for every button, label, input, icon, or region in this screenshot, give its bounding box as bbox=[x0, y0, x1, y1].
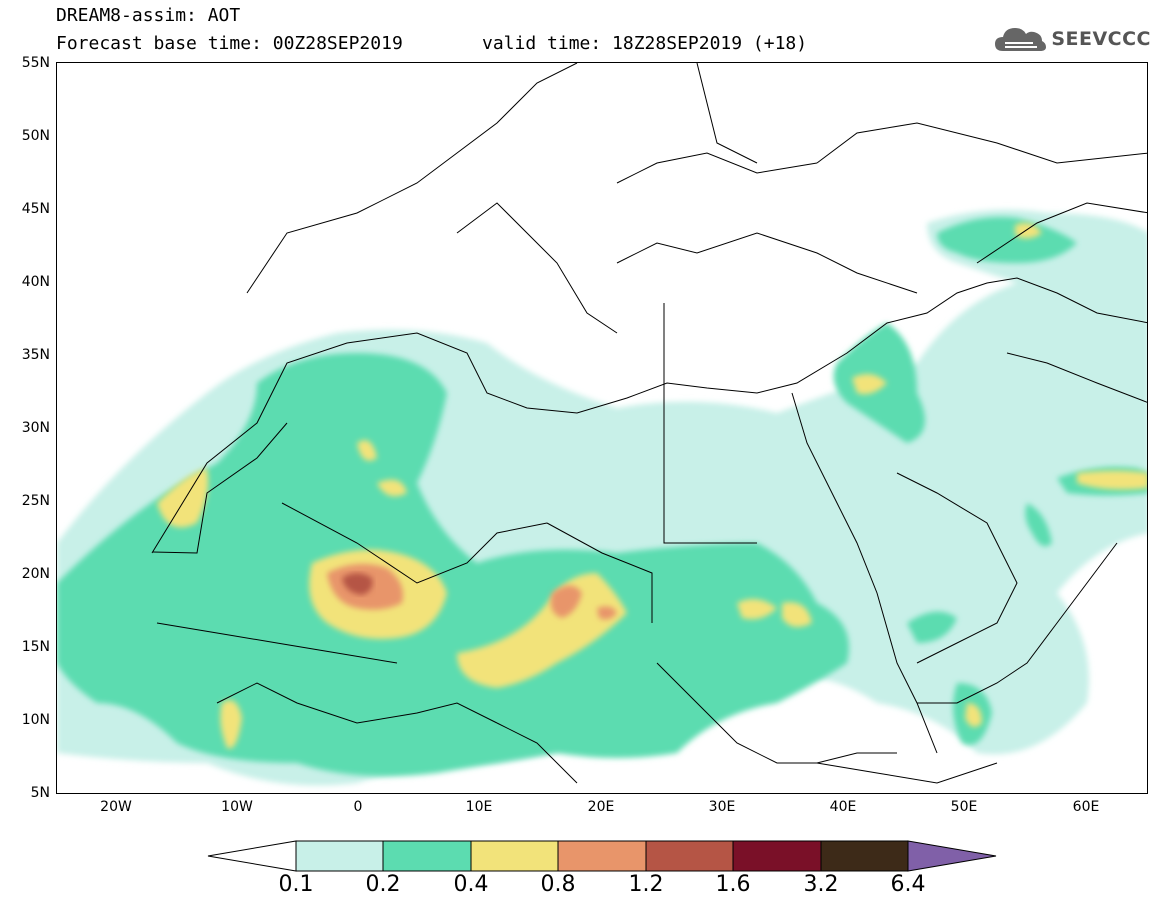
aot-map bbox=[56, 62, 1148, 794]
lon-label-30e: 30E bbox=[708, 799, 736, 815]
colorbar-label-1.6: 1.6 bbox=[715, 872, 751, 897]
cloud-icon bbox=[995, 28, 1047, 51]
map-canvas bbox=[57, 63, 1147, 793]
lat-label-5n: 5N bbox=[30, 785, 50, 801]
colorbar-label-0.8: 0.8 bbox=[540, 872, 576, 897]
colorbar-label-0.1: 0.1 bbox=[278, 872, 314, 897]
colorbar-segment-1.6 bbox=[732, 840, 822, 872]
colorbar-label-6.4: 6.4 bbox=[890, 872, 926, 897]
lat-label-10n: 10N bbox=[21, 712, 50, 728]
colorbar-label-3.2: 3.2 bbox=[803, 872, 839, 897]
colorbar-segment-3.2 bbox=[820, 840, 909, 872]
lat-label-15n: 15N bbox=[21, 639, 50, 655]
lon-label-20e: 20E bbox=[587, 799, 615, 815]
aot-band-0.8 bbox=[327, 564, 617, 620]
colorbar-label-0.4: 0.4 bbox=[453, 872, 489, 897]
valid-time: valid time: 18Z28SEP2019 (+18) bbox=[482, 33, 808, 54]
borders bbox=[151, 63, 1147, 784]
colorbar-segment-0.1 bbox=[295, 840, 384, 872]
colorbar-segment-0.8 bbox=[557, 840, 647, 872]
colorbar-label-0.2: 0.2 bbox=[365, 872, 401, 897]
lat-label-50n: 50N bbox=[21, 128, 50, 144]
lon-label-40e: 40E bbox=[829, 799, 857, 815]
lat-label-25n: 25N bbox=[21, 493, 50, 509]
seevccc-logo: SEEVCCC bbox=[993, 22, 1151, 56]
colorbar-segment-1.2 bbox=[645, 840, 734, 872]
forecast-base-time: Forecast base time: 00Z28SEP2019 bbox=[56, 33, 403, 54]
colorbar-segment-0.2 bbox=[382, 840, 472, 872]
lat-label-20n: 20N bbox=[21, 566, 50, 582]
lat-label-55n: 55N bbox=[21, 55, 50, 71]
logo-text: SEEVCCC bbox=[1051, 28, 1151, 50]
map-title: DREAM8-assim: AOT bbox=[56, 5, 241, 26]
lat-label-35n: 35N bbox=[21, 347, 50, 363]
colorbar bbox=[207, 840, 997, 872]
colorbar-label-1.2: 1.2 bbox=[628, 872, 664, 897]
lat-label-30n: 30N bbox=[21, 420, 50, 436]
colorbar-low-extend bbox=[207, 840, 297, 872]
lon-label-20w: 20W bbox=[100, 799, 132, 815]
aot-band-1.2 bbox=[342, 573, 373, 595]
lat-label-40n: 40N bbox=[21, 274, 50, 290]
lon-label-0: 0 bbox=[353, 799, 363, 815]
lon-label-50e: 50E bbox=[950, 799, 978, 815]
lon-label-10w: 10W bbox=[221, 799, 253, 815]
colorbar-segment-0.4 bbox=[470, 840, 559, 872]
lon-label-10e: 10E bbox=[465, 799, 493, 815]
lon-label-60e: 60E bbox=[1072, 799, 1100, 815]
colorbar-high-extend bbox=[907, 840, 997, 872]
lat-label-45n: 45N bbox=[21, 201, 50, 217]
